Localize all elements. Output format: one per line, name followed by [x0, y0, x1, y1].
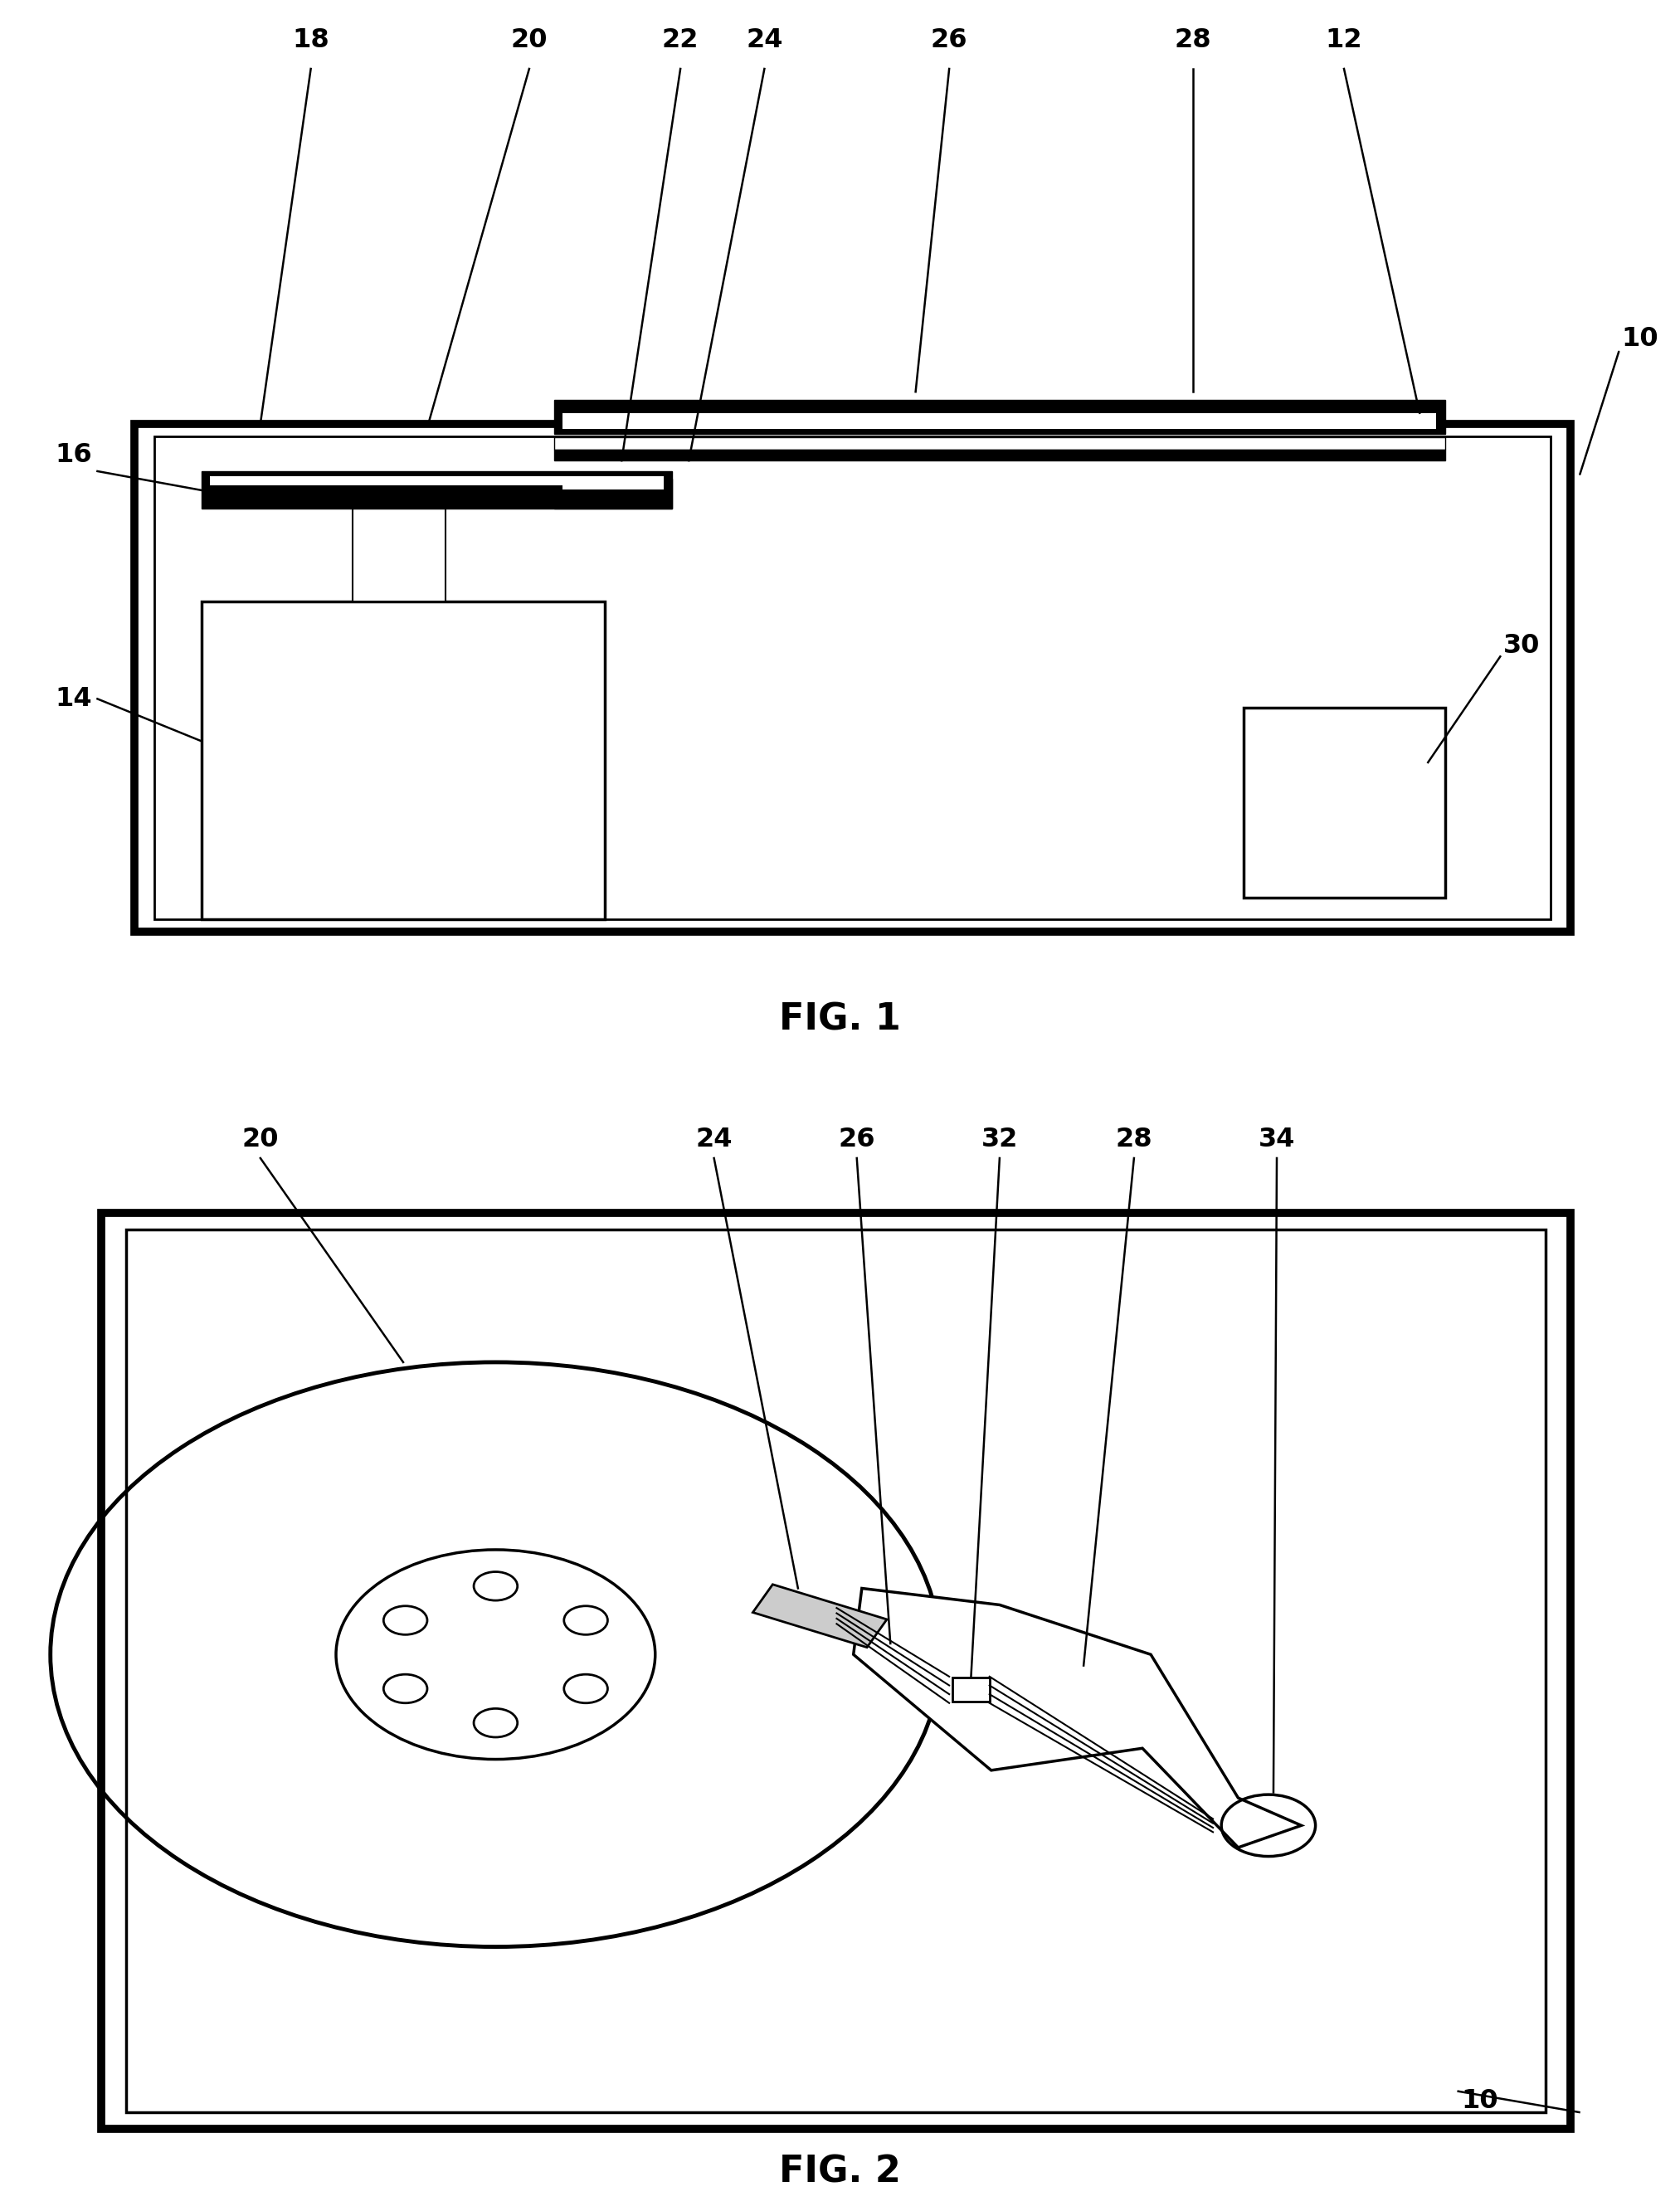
Text: 12: 12 — [1326, 26, 1362, 53]
Text: 34: 34 — [1258, 1127, 1295, 1154]
FancyBboxPatch shape — [353, 507, 445, 602]
FancyBboxPatch shape — [101, 1213, 1571, 2129]
FancyBboxPatch shape — [202, 472, 672, 507]
Text: 22: 22 — [662, 26, 699, 53]
Text: 16: 16 — [55, 443, 92, 468]
Text: 24: 24 — [746, 26, 783, 53]
Text: 32: 32 — [981, 1127, 1018, 1154]
Text: 24: 24 — [696, 1127, 732, 1154]
Text: 26: 26 — [931, 26, 968, 53]
FancyBboxPatch shape — [554, 450, 1445, 461]
FancyBboxPatch shape — [134, 424, 1571, 931]
Text: 30: 30 — [1504, 633, 1541, 660]
Text: 20: 20 — [511, 26, 548, 53]
Text: 26: 26 — [838, 1127, 875, 1154]
Text: 28: 28 — [1174, 26, 1211, 53]
FancyBboxPatch shape — [210, 476, 664, 485]
FancyBboxPatch shape — [1243, 708, 1445, 898]
FancyBboxPatch shape — [554, 399, 1445, 435]
FancyBboxPatch shape — [563, 413, 1436, 428]
Text: 20: 20 — [242, 1127, 279, 1154]
FancyBboxPatch shape — [126, 1231, 1546, 2113]
Text: 28: 28 — [1116, 1127, 1152, 1154]
Polygon shape — [853, 1588, 1302, 1849]
Text: 18: 18 — [292, 26, 329, 53]
FancyBboxPatch shape — [554, 437, 1445, 450]
FancyBboxPatch shape — [554, 479, 672, 507]
Text: FIG. 2: FIG. 2 — [780, 2153, 900, 2188]
FancyBboxPatch shape — [202, 602, 605, 920]
Text: 10: 10 — [1462, 2089, 1499, 2113]
Text: FIG. 1: FIG. 1 — [780, 1002, 900, 1037]
Text: 10: 10 — [1621, 326, 1658, 351]
Text: 14: 14 — [55, 686, 92, 713]
Polygon shape — [753, 1584, 887, 1648]
FancyBboxPatch shape — [155, 437, 1551, 920]
FancyBboxPatch shape — [563, 481, 664, 490]
FancyBboxPatch shape — [953, 1677, 990, 1703]
